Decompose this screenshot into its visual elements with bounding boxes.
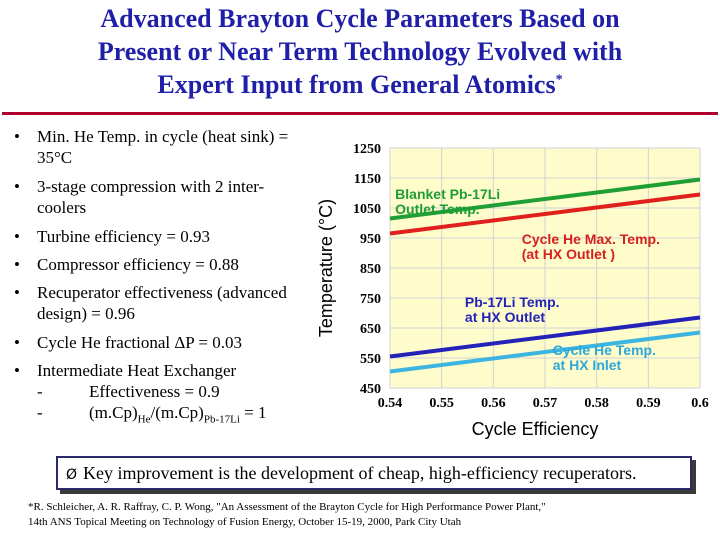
series-label: (at HX Outlet ) <box>522 246 615 262</box>
title-line-3-text: Expert Input from General Atomics <box>157 70 555 99</box>
y-tick-label: 850 <box>360 262 381 277</box>
bullet-text: Min. He Temp. in cycle (heat sink) = 35°… <box>37 127 288 167</box>
series-label: Outlet Temp. <box>395 201 480 217</box>
sub-bullet-text: Effectiveness = 0.9 <box>89 382 220 401</box>
y-tick-label: 550 <box>360 352 381 367</box>
y-tick-label: 1150 <box>354 172 381 187</box>
capacity-ratio-he: He <box>138 413 151 425</box>
bullet-text: Cycle He fractional ΔP = 0.03 <box>37 333 242 352</box>
y-tick-label: 950 <box>360 232 381 247</box>
reference-footnote: *R. Schleicher, A. R. Raffray, C. P. Won… <box>28 500 718 530</box>
bullet-turbine-efficiency: • Turbine efficiency = 0.93 <box>10 226 310 247</box>
x-tick-label: 0.58 <box>584 396 609 411</box>
y-tick-label: 1250 <box>353 142 381 157</box>
y-tick-label: 650 <box>360 322 381 337</box>
series-label: Cycle He Max. Temp. <box>522 231 660 247</box>
bullet-recuperator: • Recuperator effectiveness (advanced des… <box>10 282 310 324</box>
sub-bullet-capacity-ratio: - (m.Cp)He/(m.Cp)Pb-17Li = 1 <box>37 402 310 430</box>
title-divider <box>2 112 718 115</box>
title-footnote-marker: * <box>556 72 563 87</box>
y-tick-label: 450 <box>360 382 381 397</box>
bullet-heat-exchanger: • Intermediate Heat Exchanger - Effectiven… <box>10 360 310 430</box>
capacity-ratio-a: (m.Cp) <box>89 403 138 422</box>
x-tick-label: 0.6 <box>691 396 709 411</box>
parameter-list: • Min. He Temp. in cycle (heat sink) = 35… <box>10 126 310 438</box>
footnote-line-1: *R. Schleicher, A. R. Raffray, C. P. Won… <box>28 500 718 515</box>
y-tick-labels: 1250 1150 1050 950 850 750 650 550 450 <box>353 142 381 397</box>
x-tick-label: 0.57 <box>533 396 558 411</box>
callout-text: Key improvement is the development of ch… <box>83 463 636 483</box>
series-label: at HX Inlet <box>553 357 622 373</box>
sub-bullet-dash: - <box>37 402 89 423</box>
footnote-line-2: 14th ANS Topical Meeting on Technology o… <box>28 515 718 530</box>
arrow-bullet-icon: Ø <box>66 467 77 483</box>
capacity-ratio-e: = 1 <box>240 403 267 422</box>
x-tick-label: 0.59 <box>636 396 661 411</box>
series-label: Blanket Pb-17Li <box>395 186 500 202</box>
title-line-1: Advanced Brayton Cycle Parameters Based … <box>0 2 720 35</box>
bullet-dot-icon: • <box>14 226 20 247</box>
bullet-dot-icon: • <box>14 360 20 381</box>
y-tick-label: 750 <box>360 292 381 307</box>
bullet-text: Intermediate Heat Exchanger <box>37 361 236 380</box>
bullet-text: 3-stage compression with 2 inter-coolers <box>37 177 264 217</box>
slide-title: Advanced Brayton Cycle Parameters Based … <box>0 2 720 101</box>
y-axis-label: Temperature (°C) <box>316 199 336 337</box>
x-axis-label: Cycle Efficiency <box>472 419 599 439</box>
bullet-dot-icon: • <box>14 254 20 275</box>
title-line-2: Present or Near Term Technology Evolved … <box>0 35 720 68</box>
series-label: Pb-17Li Temp. <box>465 294 560 310</box>
bullet-dot-icon: • <box>14 176 20 197</box>
bullet-heat-sink-temp: • Min. He Temp. in cycle (heat sink) = 35… <box>10 126 310 168</box>
sub-bullet-effectiveness: - Effectiveness = 0.9 <box>37 381 310 402</box>
series-label: Cycle He Temp. <box>553 342 656 358</box>
x-tick-label: 0.55 <box>429 396 454 411</box>
bullet-text: Compressor efficiency = 0.88 <box>37 255 239 274</box>
bullet-dot-icon: • <box>14 332 20 353</box>
bullet-compression: • 3-stage compression with 2 inter-cooler… <box>10 176 310 218</box>
bullet-compressor-efficiency: • Compressor efficiency = 0.88 <box>10 254 310 275</box>
bullet-text: Recuperator effectiveness (advanced desi… <box>37 283 287 323</box>
title-line-3: Expert Input from General Atomics* <box>0 68 720 101</box>
bullet-pressure-drop: • Cycle He fractional ΔP = 0.03 <box>10 332 310 353</box>
bullet-dot-icon: • <box>14 282 20 303</box>
sub-bullet-dash: - <box>37 381 89 402</box>
capacity-ratio-pbli: Pb-17Li <box>204 413 240 425</box>
y-tick-label: 1050 <box>353 202 381 217</box>
series-label: at HX Outlet <box>465 309 545 325</box>
bullet-dot-icon: • <box>14 126 20 147</box>
x-tick-labels: 0.54 0.55 0.56 0.57 0.58 0.59 0.6 <box>378 396 709 411</box>
key-improvement-callout: Ø Key improvement is the development of c… <box>56 456 692 490</box>
capacity-ratio-c: /(m.Cp) <box>150 403 203 422</box>
bullet-text: Turbine efficiency = 0.93 <box>37 227 210 246</box>
x-tick-label: 0.54 <box>378 396 403 411</box>
x-tick-label: 0.56 <box>481 396 506 411</box>
